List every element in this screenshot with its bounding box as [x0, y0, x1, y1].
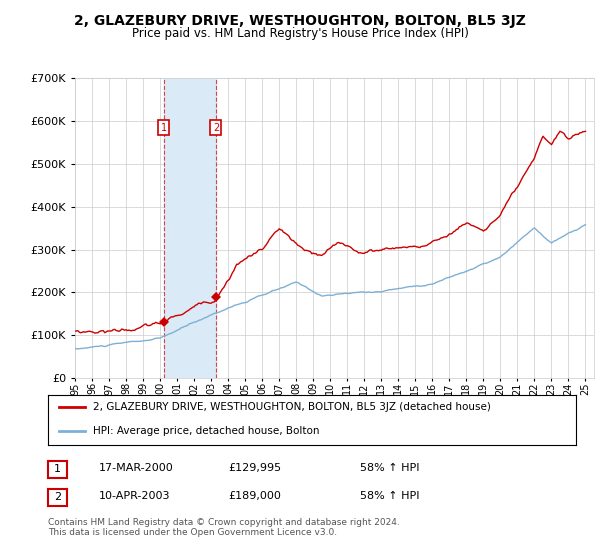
Text: 10-APR-2003: 10-APR-2003 — [99, 491, 170, 501]
Text: 1: 1 — [161, 123, 167, 133]
Text: 58% ↑ HPI: 58% ↑ HPI — [360, 463, 419, 473]
Text: 2, GLAZEBURY DRIVE, WESTHOUGHTON, BOLTON, BL5 3JZ (detached house): 2, GLAZEBURY DRIVE, WESTHOUGHTON, BOLTON… — [93, 403, 491, 412]
Bar — [164, 78, 216, 378]
Text: 2: 2 — [213, 123, 219, 133]
Text: Price paid vs. HM Land Registry's House Price Index (HPI): Price paid vs. HM Land Registry's House … — [131, 27, 469, 40]
Text: £129,995: £129,995 — [228, 463, 281, 473]
Text: Contains HM Land Registry data © Crown copyright and database right 2024.
This d: Contains HM Land Registry data © Crown c… — [48, 518, 400, 538]
Text: 2, GLAZEBURY DRIVE, WESTHOUGHTON, BOLTON, BL5 3JZ: 2, GLAZEBURY DRIVE, WESTHOUGHTON, BOLTON… — [74, 14, 526, 28]
Text: HPI: Average price, detached house, Bolton: HPI: Average price, detached house, Bolt… — [93, 426, 319, 436]
Text: 58% ↑ HPI: 58% ↑ HPI — [360, 491, 419, 501]
Text: 17-MAR-2000: 17-MAR-2000 — [99, 463, 174, 473]
Text: £189,000: £189,000 — [228, 491, 281, 501]
Text: 2: 2 — [54, 492, 61, 502]
Text: 1: 1 — [54, 464, 61, 474]
